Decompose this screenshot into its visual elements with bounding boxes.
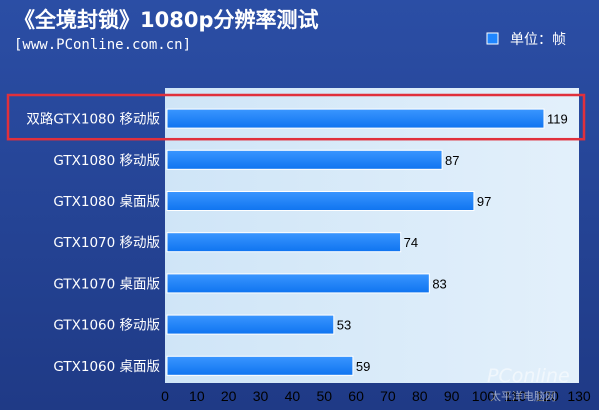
category-labels: 双路GTX1080 移动版 GTX1080 移动版 GTX1080 桌面版 GTX10… — [26, 112, 160, 375]
chart-subtitle: [www.PConline.com.cn] — [14, 37, 191, 53]
highlight-box — [6, 93, 586, 141]
legend-label: 单位：帧 — [510, 32, 566, 48]
value-labels: 119 87 97 74 83 53 59 — [337, 112, 568, 374]
x-tick-90: 90 — [444, 388, 460, 404]
x-tick-120: 120 — [535, 388, 559, 404]
bar-1 — [166, 149, 443, 170]
value-label-1: 87 — [445, 153, 459, 168]
bar-2 — [166, 191, 475, 211]
legend-swatch — [486, 32, 499, 45]
x-tick-0: 0 — [161, 388, 169, 404]
x-tick-70: 70 — [380, 388, 396, 404]
watermark: PConline 太平洋电脑网 — [487, 365, 570, 403]
bar-5 — [166, 314, 335, 335]
category-label-4: GTX1070 桌面版 — [53, 276, 160, 292]
x-tick-80: 80 — [412, 388, 428, 404]
bar-6 — [166, 355, 354, 376]
bar-0 — [166, 108, 545, 129]
category-label-2: GTX1080 桌面版 — [53, 194, 160, 210]
x-tick-130: 130 — [567, 388, 591, 404]
x-tick-10: 10 — [189, 388, 205, 404]
value-label-0: 119 — [547, 112, 568, 127]
category-label-0: 双路GTX1080 移动版 — [26, 112, 160, 128]
chart-title: 《全境封锁》1080p分辨率测试 — [14, 8, 318, 32]
x-axis-ticks: 0 10 20 30 40 50 60 70 80 90 100 110 120 130 — [161, 388, 591, 404]
x-tick-40: 40 — [285, 388, 301, 404]
category-label-3: GTX1070 移动版 — [53, 235, 160, 251]
value-label-4: 83 — [432, 276, 446, 291]
x-tick-110: 110 — [504, 388, 527, 404]
bar-3 — [166, 232, 402, 253]
x-tick-50: 50 — [316, 388, 332, 404]
x-tick-20: 20 — [221, 388, 237, 404]
value-label-2: 97 — [477, 194, 491, 209]
value-label-3: 74 — [404, 235, 418, 250]
bars-group — [166, 108, 545, 376]
value-label-5: 53 — [337, 318, 351, 333]
watermark-brand: PConline — [487, 365, 570, 387]
x-tick-60: 60 — [348, 388, 364, 404]
category-label-1: GTX1080 移动版 — [53, 153, 160, 169]
x-tick-100: 100 — [472, 388, 496, 404]
x-tick-30: 30 — [253, 388, 269, 404]
watermark-sub: 太平洋电脑网 — [490, 389, 556, 403]
bar-4 — [166, 273, 430, 294]
value-label-6: 59 — [356, 359, 370, 374]
category-label-6: GTX1060 桌面版 — [53, 359, 160, 375]
category-label-5: GTX1060 移动版 — [53, 318, 160, 334]
